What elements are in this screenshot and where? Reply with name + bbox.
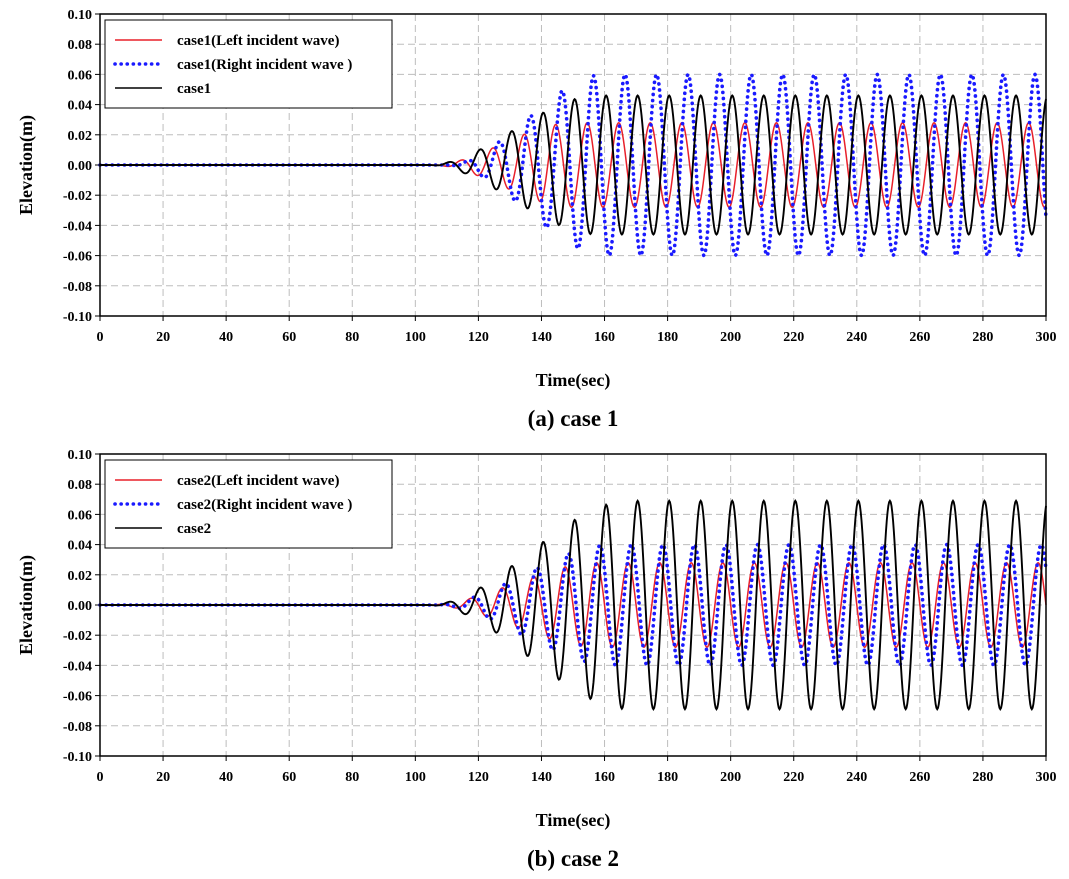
y-tick-label: -0.08 — [63, 720, 92, 735]
x-tick-label: 160 — [594, 330, 615, 345]
x-tick-label: 300 — [1036, 330, 1057, 345]
y-tick-label: 0.08 — [68, 38, 93, 53]
x-tick-label: 20 — [156, 330, 170, 345]
x-axis-label: Time(sec) — [536, 370, 611, 391]
x-tick-label: 260 — [909, 770, 930, 785]
y-tick-label: 0.08 — [68, 478, 93, 493]
y-tick-label: 0.06 — [68, 508, 93, 523]
y-tick-label: 0.06 — [68, 68, 93, 83]
series-line-3 — [100, 94, 1047, 236]
x-tick-label: 260 — [909, 330, 930, 345]
x-tick-label: 200 — [720, 330, 741, 345]
x-tick-label: 60 — [282, 770, 296, 785]
y-tick-label: 0.04 — [68, 539, 93, 554]
legend-entry-2: case2(Right incident wave ) — [177, 497, 352, 513]
y-tick-label: 0.00 — [68, 159, 93, 174]
y-tick-label: -0.06 — [63, 250, 92, 265]
x-tick-label: 40 — [219, 330, 233, 345]
x-tick-label: 120 — [468, 330, 489, 345]
x-tick-label: 280 — [972, 330, 993, 345]
x-tick-label: 120 — [468, 770, 489, 785]
x-tick-label: 0 — [97, 330, 104, 345]
y-tick-label: -0.10 — [63, 750, 92, 765]
legend-entry-1: case1(Left incident wave) — [177, 33, 339, 49]
x-tick-label: 200 — [720, 770, 741, 785]
x-tick-label: 300 — [1036, 770, 1057, 785]
x-tick-label: 220 — [783, 770, 804, 785]
y-tick-label: 0.02 — [68, 569, 93, 584]
chart-caption: (b) case 2 — [527, 846, 619, 871]
x-tick-label: 100 — [405, 770, 426, 785]
legend: case1(Left incident wave) case1(Right inc… — [104, 19, 393, 109]
y-tick-label: 0.10 — [68, 8, 93, 23]
y-axis-label: Elevation(m) — [16, 555, 37, 655]
x-tick-label: 180 — [657, 330, 678, 345]
x-tick-label: 80 — [345, 770, 359, 785]
y-tick-label: -0.08 — [63, 280, 92, 295]
y-tick-label: 0.10 — [68, 448, 93, 463]
chart-caption: (a) case 1 — [528, 406, 619, 431]
y-tick-label: 0.04 — [68, 99, 93, 114]
x-tick-label: 80 — [345, 330, 359, 345]
legend-entry-3: case1 — [177, 81, 211, 97]
y-tick-label: -0.02 — [63, 629, 92, 644]
legend: case2(Left incident wave) case2(Right inc… — [104, 459, 393, 549]
x-tick-label: 280 — [972, 770, 993, 785]
x-tick-label: 140 — [531, 770, 552, 785]
x-tick-label: 40 — [219, 770, 233, 785]
y-tick-label: 0.02 — [68, 129, 93, 144]
y-axis-label: Elevation(m) — [16, 115, 37, 215]
series-line-3 — [100, 498, 1047, 712]
x-tick-label: 0 — [97, 770, 104, 785]
legend-entry-1: case2(Left incident wave) — [177, 473, 339, 489]
y-tick-label: 0.00 — [68, 599, 93, 614]
x-tick-label: 180 — [657, 770, 678, 785]
y-tick-label: -0.04 — [63, 219, 92, 234]
y-tick-label: -0.06 — [63, 690, 92, 705]
legend-entry-3: case2 — [177, 521, 211, 537]
chart-case-2: 0.10 0.08 0.06 0.04 0.02 0.00 -0.02 -0.04 -0.06 -… — [16, 448, 1057, 871]
x-tick-label: 100 — [405, 330, 426, 345]
x-tick-label: 20 — [156, 770, 170, 785]
legend-entry-2: case1(Right incident wave ) — [177, 57, 352, 73]
x-tick-label: 160 — [594, 770, 615, 785]
x-tick-label: 240 — [846, 330, 867, 345]
chart-case-1: 0.10 0.08 0.06 0.04 0.02 0.00 -0.02 -0.04 -0.06 -… — [16, 8, 1057, 431]
x-tick-label: 60 — [282, 330, 296, 345]
y-tick-label: -0.10 — [63, 310, 92, 325]
x-tick-label: 220 — [783, 330, 804, 345]
x-tick-label: 240 — [846, 770, 867, 785]
x-tick-label: 140 — [531, 330, 552, 345]
y-tick-label: -0.04 — [63, 659, 92, 674]
y-tick-label: -0.02 — [63, 189, 92, 204]
x-axis-label: Time(sec) — [536, 810, 611, 831]
